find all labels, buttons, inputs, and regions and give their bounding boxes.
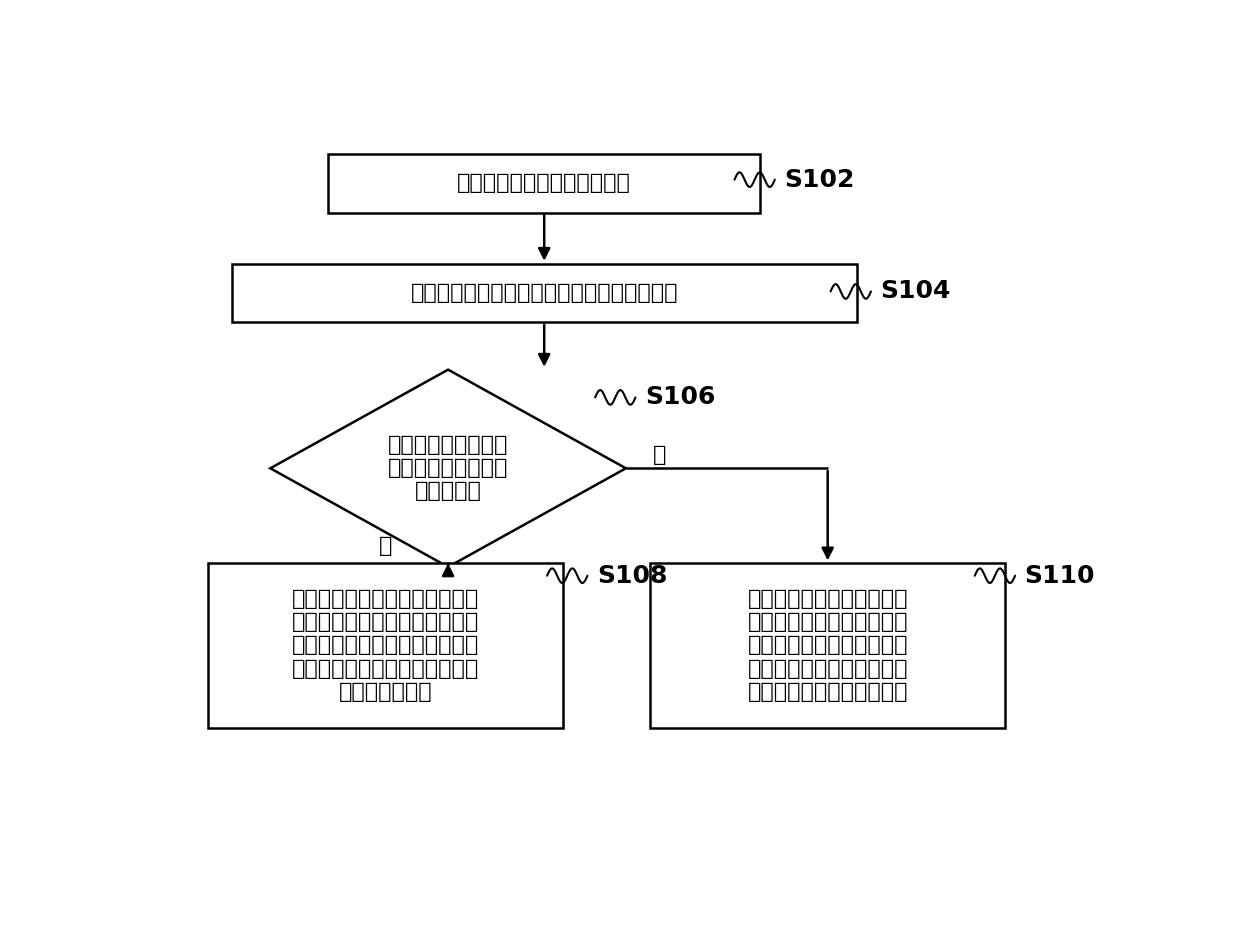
Text: S104: S104 [880, 279, 951, 304]
Bar [232, 264, 857, 322]
Text: 在所述距离小于或等于距离阈值
的情况下，向路灯控制器发送第
一指令信息以便该路灯控制器点
亮路灯或将该路灯的灯光调亮到
第一预定调光值: 在所述距离小于或等于距离阈值 的情况下，向路灯控制器发送第 一指令信息以便该路灯… [291, 589, 480, 702]
Text: 接收移动终端的实时定位信息: 接收移动终端的实时定位信息 [458, 174, 631, 194]
Text: S102: S102 [785, 168, 854, 192]
Text: 否: 否 [652, 445, 666, 465]
Bar [650, 564, 1006, 728]
Text: 判断移动终端与路灯
的距离是否小于或等
于距离阈值: 判断移动终端与路灯 的距离是否小于或等 于距离阈值 [388, 435, 508, 501]
Polygon shape [270, 370, 626, 567]
Text: S106: S106 [645, 385, 715, 409]
Text: S110: S110 [1024, 564, 1095, 587]
Text: 根据实时定位信息确定移动终端与路灯的距离: 根据实时定位信息确定移动终端与路灯的距离 [410, 283, 678, 303]
Bar [327, 154, 760, 213]
Text: 是: 是 [379, 536, 392, 556]
Bar [208, 564, 563, 728]
Text: 在所述距离大于距离阈值的
情况下，向路灯控制器发送
第二指令信息以便该路灯控
制器熄灭路灯或将该路灯的
灯光调暗到第二预定调光值: 在所述距离大于距离阈值的 情况下，向路灯控制器发送 第二指令信息以便该路灯控 制… [748, 589, 908, 702]
Text: S108: S108 [596, 564, 667, 587]
